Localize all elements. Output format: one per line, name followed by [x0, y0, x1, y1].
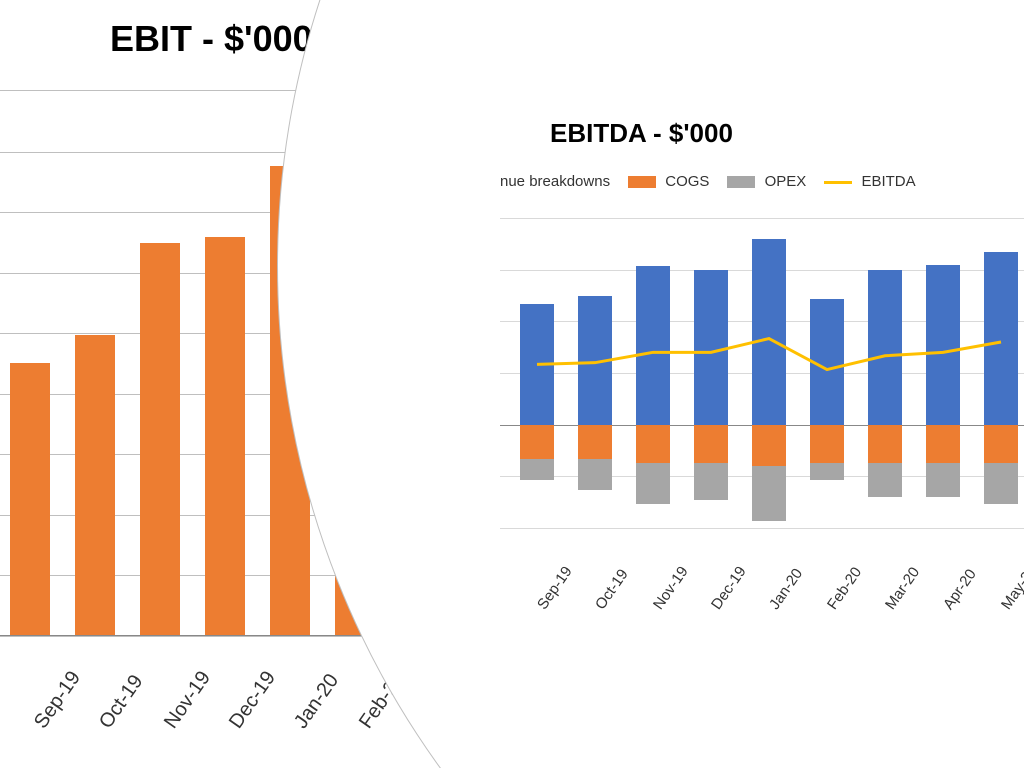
- legend-label: COGS: [665, 173, 709, 190]
- legend-swatch-cogs: [628, 176, 656, 188]
- x-tick-label: Dec-19: [225, 667, 278, 731]
- ebitda-x-labels: Sep-19Oct-19 Nov-19Dec-19Jan-20Feb-20Mar-…: [500, 548, 1024, 628]
- x-tick-label: Feb-20: [824, 564, 872, 617]
- legend-label: nue breakdowns: [500, 173, 610, 190]
- ebit-bar: [205, 237, 245, 635]
- ebit-bar: [10, 363, 50, 636]
- x-tick-label: Oct-19: [592, 566, 638, 617]
- x-tick-label: Apr-20: [940, 566, 986, 617]
- legend-item-revenue: nue breakdowns: [500, 173, 610, 190]
- legend-label: OPEX: [765, 173, 807, 190]
- x-tick-label: Sep-19: [534, 563, 582, 617]
- ebitda-title: EBITDA - $'000: [550, 118, 733, 149]
- legend-item-ebitda: EBITDA: [824, 173, 915, 190]
- ebit-title: EBIT - $'000: [110, 18, 313, 60]
- ebitda-line: [537, 339, 1001, 370]
- gridline: [500, 528, 1024, 529]
- ebit-bar: [75, 335, 115, 635]
- legend-swatch-opex: [727, 176, 755, 188]
- x-tick-label: Jan-20: [766, 565, 813, 617]
- x-tick-label: Oct-19: [95, 671, 146, 732]
- x-tick-label: May-20: [998, 562, 1024, 617]
- legend-item-opex: OPEX: [727, 173, 806, 190]
- ebitda-line-svg: [500, 218, 1024, 528]
- x-tick-label: Nov-19: [160, 667, 213, 731]
- legend-label: EBITDA: [861, 173, 915, 190]
- ebitda-plot-area: [500, 218, 1024, 528]
- x-tick-label: Dec-19: [708, 563, 756, 617]
- x-tick-label: Nov-19: [650, 563, 698, 617]
- ebitda-legend: nue breakdowns COGS OPEX EBITDA: [500, 173, 1024, 190]
- ebitda-chart: EBITDA - $'000 nue breakdowns COGS OPEX …: [500, 118, 1024, 638]
- x-tick-label: Jan-20: [290, 670, 341, 732]
- legend-item-cogs: COGS: [628, 173, 709, 190]
- legend-line-ebitda: [824, 181, 852, 184]
- chart-stage: EBIT - $'000 Sep-19Oct-19Nov-19Dec-19Jan…: [0, 0, 1024, 768]
- x-tick-label: Sep-19: [30, 667, 83, 731]
- ebit-bar: [140, 243, 180, 635]
- x-tick-label: Mar-20: [882, 564, 930, 617]
